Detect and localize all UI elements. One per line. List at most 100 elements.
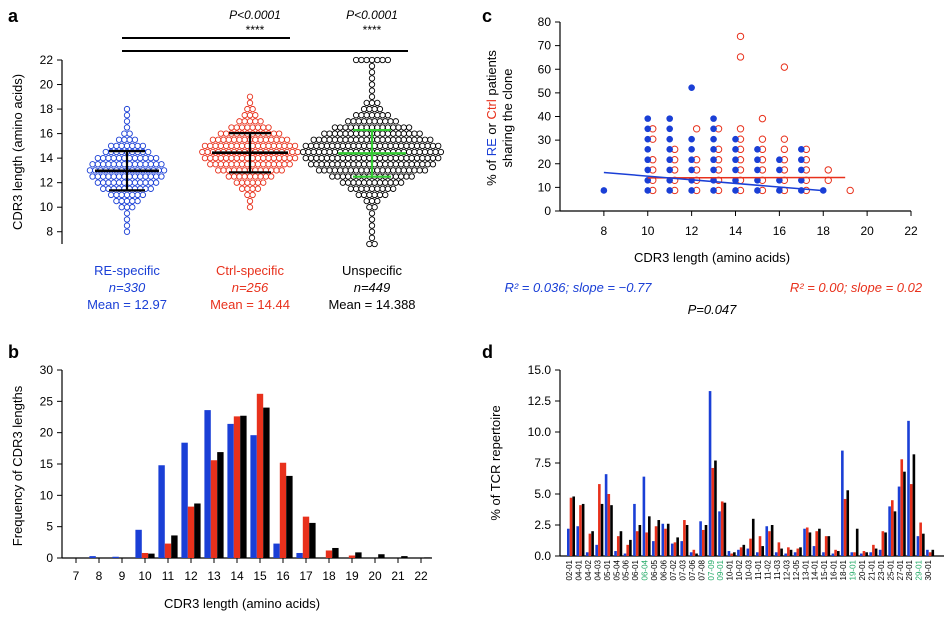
ctrl-point	[736, 125, 745, 133]
cdr3-dot	[368, 216, 376, 223]
cdr3-dot	[152, 161, 160, 168]
x-tick-label: 10	[138, 569, 152, 583]
x-tick-label: 06-05	[650, 559, 659, 580]
group-label-unspec: Unspecific	[342, 263, 402, 278]
repertoire-bar	[572, 496, 575, 556]
cdr3-dot	[355, 179, 362, 186]
repertoire-bar	[595, 544, 598, 556]
cdr3-dot	[371, 179, 378, 186]
cdr3-dot	[368, 62, 376, 70]
cdr3-dot	[392, 142, 399, 150]
cdr3-dot	[273, 136, 280, 143]
cdr3-dot	[307, 161, 315, 168]
cdr3-dot	[107, 191, 115, 199]
re-point	[798, 176, 805, 184]
cdr3-dot	[201, 142, 209, 150]
re-point	[710, 135, 717, 143]
repertoire-bar	[891, 500, 894, 556]
cdr3-dot	[355, 161, 362, 168]
x-tick-label: 11-01	[754, 559, 763, 579]
y-tick-label: 30	[40, 363, 54, 377]
cdr3-dot	[321, 130, 328, 137]
cdr3-dot	[313, 154, 320, 162]
re-point	[798, 146, 805, 153]
ctrl-point	[780, 145, 789, 154]
cdr3-dot	[382, 118, 389, 125]
cdr3-dot	[307, 154, 315, 162]
cdr3-dot	[387, 118, 394, 125]
frequency-bar	[158, 465, 165, 558]
panel-c-y-axis-label-line2: sharing the clone	[500, 68, 515, 167]
cdr3-dot	[152, 179, 160, 186]
repertoire-bar	[689, 552, 693, 556]
x-tick-label: 12-05	[792, 559, 801, 580]
cdr3-dot	[262, 136, 270, 143]
re-point	[776, 176, 783, 184]
x-tick-label: 8	[96, 569, 103, 583]
repertoire-bar	[765, 526, 769, 556]
repertoire-bar	[619, 531, 623, 556]
cdr3-dot	[222, 130, 230, 137]
cdr3-dot	[344, 154, 352, 162]
cdr3-dot	[228, 154, 235, 162]
cdr3-dot	[392, 173, 399, 180]
cdr3-dot	[352, 56, 360, 64]
cdr3-dot	[137, 154, 144, 162]
cdr3-dot	[342, 167, 349, 174]
repertoire-bar	[588, 533, 592, 556]
cdr3-dot	[400, 124, 407, 131]
x-tick-label: 18	[322, 569, 336, 583]
x-tick-label: 15-01	[820, 559, 829, 580]
frequency-bar	[233, 416, 241, 558]
cdr3-dot	[246, 197, 254, 205]
repertoire-bar	[805, 527, 809, 556]
cdr3-dot	[342, 124, 349, 131]
panel-c-x-axis-label: CDR3 length (amino acids)	[634, 250, 790, 265]
cdr3-dot	[100, 185, 107, 192]
repertoire-bar	[843, 498, 847, 556]
cdr3-dot	[241, 112, 248, 119]
repertoire-bar	[751, 518, 755, 556]
cdr3-dot	[395, 130, 402, 137]
x-tick-label: 8	[601, 224, 608, 238]
cdr3-dot	[129, 142, 136, 150]
cdr3-dot	[305, 148, 312, 156]
ctrl-point	[780, 63, 789, 71]
ctrl-point	[758, 114, 767, 123]
repertoire-bar	[789, 549, 793, 556]
cdr3-dot	[233, 179, 240, 186]
x-tick-label: 07-03	[678, 559, 687, 580]
cdr3-dot	[260, 154, 267, 162]
repertoire-bar	[803, 528, 806, 556]
re-point	[754, 187, 761, 194]
cdr3-dot	[102, 148, 109, 156]
ctrl-fit-stat: R² = 0.00; slope = 0.02	[790, 280, 923, 295]
cdr3-dot	[249, 124, 256, 131]
cdr3-dot	[228, 142, 235, 150]
y-tick-label: 2.5	[534, 518, 551, 532]
cdr3-dot	[363, 112, 370, 119]
cdr3-dot	[147, 179, 155, 186]
repertoire-bar	[695, 553, 698, 556]
cdr3-dot	[387, 142, 394, 150]
cdr3-dot	[371, 240, 378, 248]
cdr3-dot	[334, 154, 341, 162]
cdr3-dot	[413, 142, 421, 150]
cdr3-dot	[329, 154, 336, 162]
x-tick-label: 06-04	[641, 559, 650, 580]
cdr3-dot	[331, 148, 339, 156]
cdr3-dot	[435, 142, 442, 150]
cdr3-dot	[437, 148, 445, 156]
cdr3-dot	[230, 173, 238, 180]
ctrl-point	[692, 125, 701, 133]
y-tick-label: 10	[40, 200, 54, 214]
x-tick-label: 15	[253, 569, 267, 583]
cdr3-dot	[331, 167, 339, 174]
y-tick-label: 16	[40, 127, 54, 141]
cdr3-dot	[209, 136, 217, 143]
repertoire-bar	[931, 549, 935, 556]
cdr3-dot	[379, 136, 386, 143]
cdr3-dot	[142, 154, 149, 162]
cdr3-dot	[427, 148, 434, 156]
cdr3-dot	[244, 124, 251, 131]
